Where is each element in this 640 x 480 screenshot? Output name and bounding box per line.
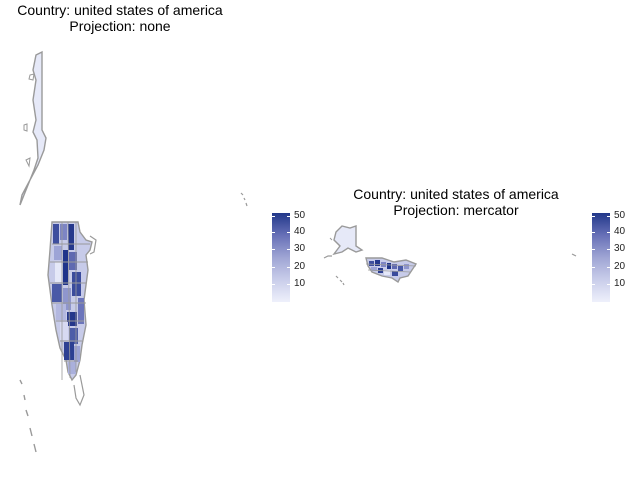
map-unprojected: [19, 50, 248, 453]
legend-tick-10: 10: [294, 278, 306, 289]
region-contiguous-us: [365, 257, 418, 284]
legend-tick-50: 50: [614, 210, 626, 221]
legend-colorbar: [592, 213, 610, 302]
legend-tick-40: 40: [614, 226, 626, 237]
title-projection: Projection: mercator: [393, 202, 519, 218]
map-panel-projection-none: Country: united states of america Projec…: [0, 2, 312, 453]
map-panel-projection-mercator: Country: united states of america Projec…: [320, 0, 640, 480]
title-country: Country: united states of america: [353, 186, 559, 202]
legend-tick-10: 10: [614, 278, 626, 289]
legend: 50 40 30 20 10: [272, 210, 312, 303]
map-title: Country: united states of america Projec…: [0, 2, 253, 34]
legend: 50 40 30 20 10: [592, 210, 632, 303]
legend-tick-50: 50: [294, 210, 306, 221]
region-alaska: [19, 50, 47, 206]
region-contiguous-us: [47, 221, 97, 407]
title-projection: Projection: none: [69, 18, 171, 34]
map-mercator: [323, 225, 577, 286]
legend-tick-20: 20: [614, 261, 626, 272]
legend-tick-20: 20: [294, 261, 306, 272]
region-alaska: [332, 225, 364, 256]
map-title: Country: united states of america Projec…: [320, 186, 592, 218]
legend-colorbar: [272, 213, 290, 302]
legend-tick-40: 40: [294, 226, 306, 237]
title-country: Country: united states of america: [17, 2, 223, 18]
legend-tick-30: 30: [614, 243, 626, 254]
legend-tick-30: 30: [294, 243, 306, 254]
